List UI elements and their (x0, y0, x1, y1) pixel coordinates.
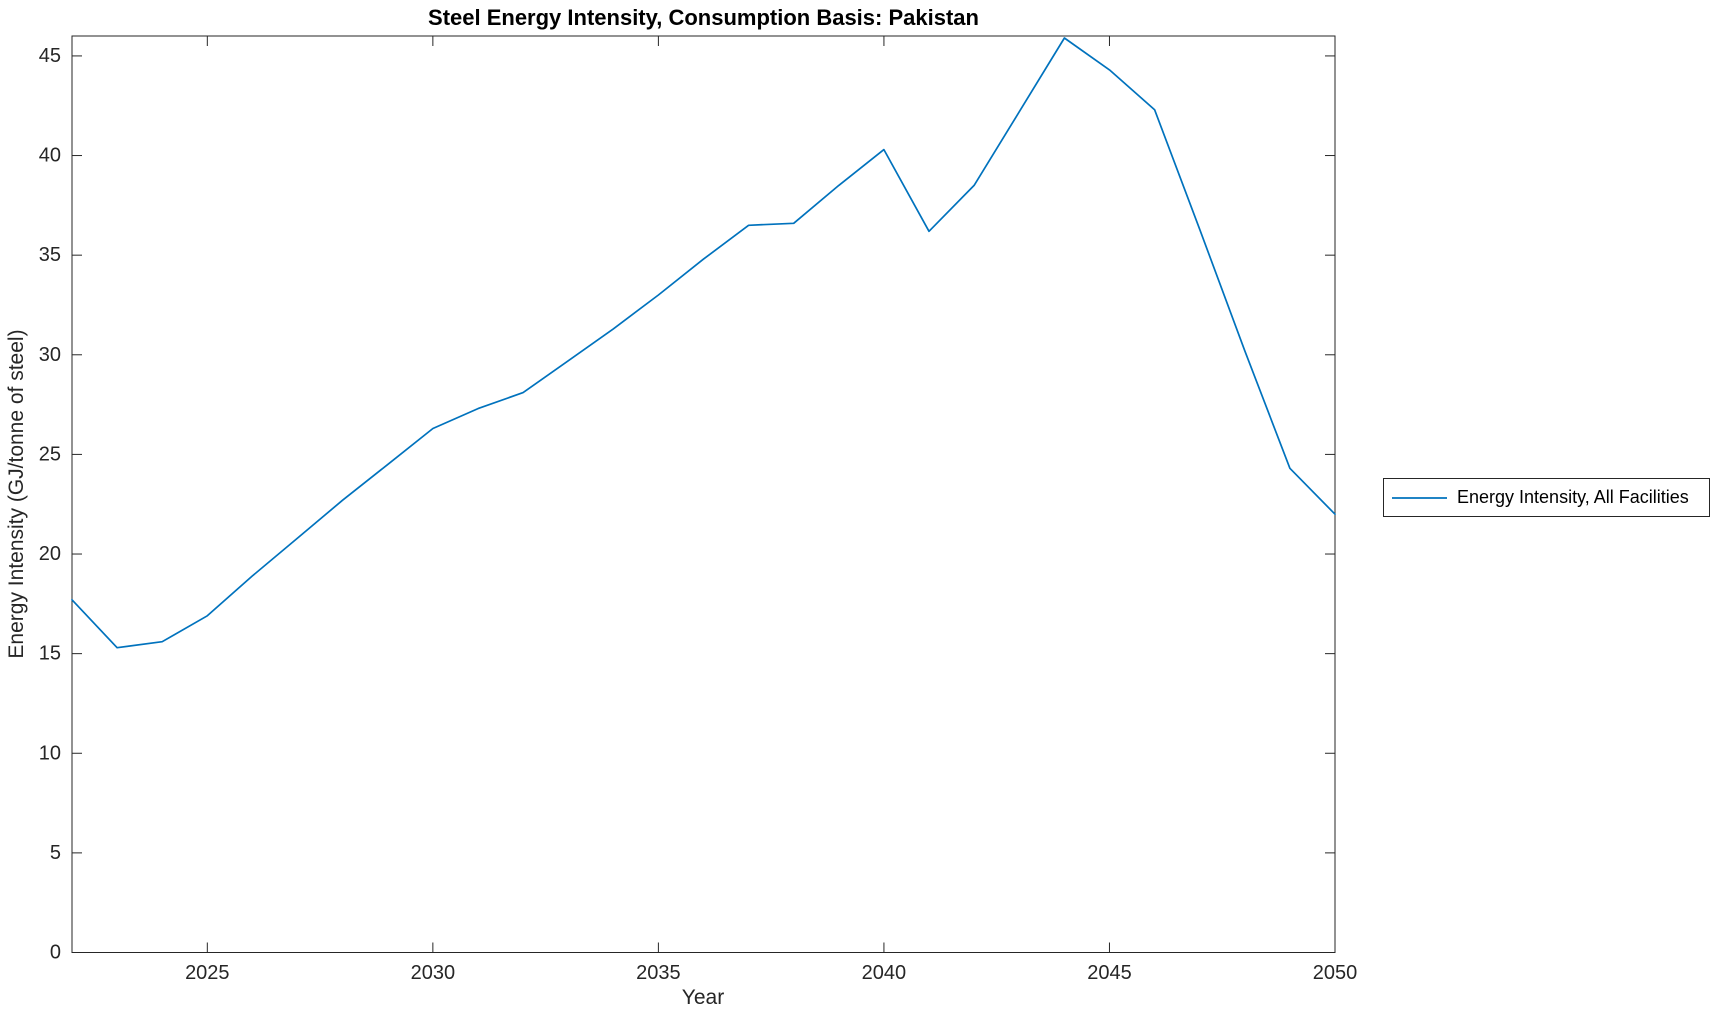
x-axis-label: Year (681, 986, 725, 1009)
y-tick-label: 0 (50, 942, 61, 964)
y-tick-label: 25 (39, 443, 61, 465)
chart-title: Steel Energy Intensity, Consumption Basi… (428, 5, 979, 30)
legend: Energy Intensity, All Facilities (1383, 478, 1710, 517)
y-tick-label: 45 (39, 45, 61, 67)
y-tick-label: 15 (39, 643, 61, 665)
x-tick-label: 2025 (185, 962, 230, 984)
legend-entry-label: Energy Intensity, All Facilities (1457, 487, 1689, 507)
x-tick-label: 2040 (862, 962, 907, 984)
series-line-energy-intensity (71, 37, 1336, 649)
y-axis-label: Energy Intensity (GJ/tonne of steel) (5, 329, 28, 659)
x-tick-label: 2050 (1313, 962, 1358, 984)
y-tick-label: 30 (39, 344, 61, 366)
y-tick-label: 5 (50, 842, 61, 864)
x-tick-label: 2035 (636, 962, 681, 984)
y-tick-label: 40 (39, 145, 61, 167)
x-tick-label: 2045 (1087, 962, 1132, 984)
y-tick-label: 20 (39, 543, 61, 565)
x-tick-label: 2030 (411, 962, 456, 984)
y-tick-label: 10 (39, 742, 61, 764)
y-tick-label: 35 (39, 244, 61, 266)
plot-box (71, 35, 1336, 953)
legend-line-icon (1392, 496, 1447, 499)
